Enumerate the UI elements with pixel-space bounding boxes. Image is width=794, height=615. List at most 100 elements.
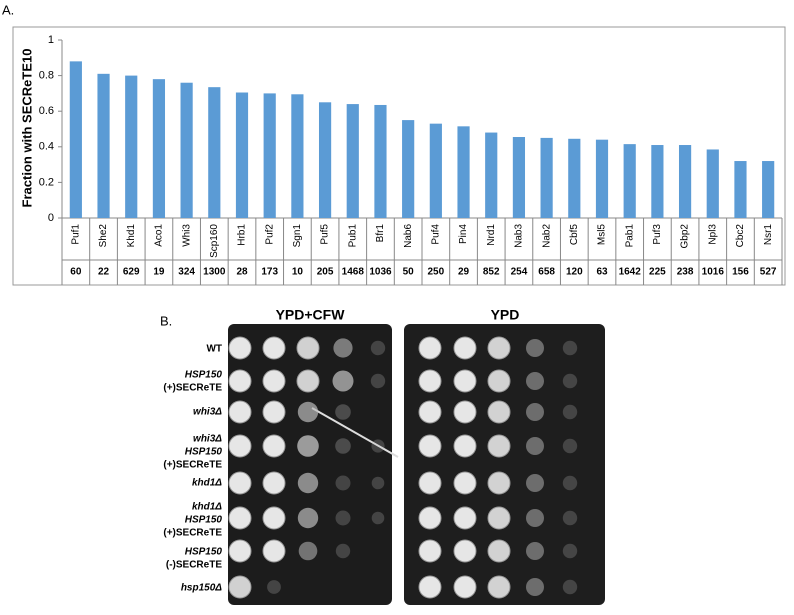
colony-spot [228,506,252,530]
colony-spot [335,404,351,420]
x-tick-label: Msl5 [597,224,608,246]
colony-spot [418,434,442,458]
count-label: 156 [732,267,749,278]
streak [311,407,399,458]
y-tick-label: 0.4 [39,141,54,153]
strain-label: whi3Δ [193,434,222,445]
colony-spot [228,400,252,424]
strain-label: (+)SECReTE [163,460,222,471]
colony-spot [297,472,319,494]
colony-spot [370,373,386,389]
count-label: 852 [483,267,500,278]
colony-spot [228,434,252,458]
colony-spot [526,474,544,492]
colony-spot [370,340,386,356]
colony-spot [453,471,477,495]
x-tick-label: Aco1 [154,224,165,247]
colony-spot [298,541,318,561]
x-tick-label: Nab2 [541,224,552,248]
x-tick-label: Hrb1 [237,224,248,246]
colony-spot [418,369,442,393]
colony-spot [487,471,511,495]
x-tick-label: Puf2 [264,224,275,245]
bar [69,61,82,218]
colony-spot [228,336,252,360]
colony-spot [335,438,351,454]
colony-spot [526,542,544,560]
count-label: 629 [123,267,140,278]
x-tick-label: Bfr1 [375,224,386,243]
x-tick-label: Whi3 [181,224,192,247]
y-tick-label: 1 [48,34,54,46]
count-label: 225 [649,267,666,278]
colony-spot [487,434,511,458]
bar [402,120,415,218]
x-tick-label: Puf1 [70,224,81,245]
bar [540,137,553,218]
y-tick-label: 0.2 [39,176,54,188]
strain-label: HSP150 [185,447,223,458]
strain-label: khd1Δ [192,502,222,513]
colony-spot [526,403,544,421]
plate-photo [404,324,605,605]
panel-label: B. [160,313,172,328]
count-label: 63 [596,267,608,278]
colony-spot [228,471,252,495]
count-label: 658 [538,267,555,278]
colony-spot [453,539,477,563]
colony-spot [562,373,578,389]
bar [125,75,138,218]
colony-spot [228,369,252,393]
bar [235,92,249,218]
colony-spot [332,370,354,392]
bar [568,138,581,218]
bar [734,161,747,218]
colony-spot [262,434,286,458]
colony-spot [262,471,286,495]
count-label: 1016 [702,267,725,278]
colony-spot [487,369,511,393]
bar [651,145,664,218]
x-tick-label: Nsr1 [763,224,774,246]
colony-spot [335,475,351,491]
spot-grid [228,336,578,599]
x-tick-label: Pub1 [347,224,358,248]
colony-spot [453,369,477,393]
bar [485,132,498,218]
x-tick-label: Cbc2 [735,224,746,248]
colony-spot [418,506,442,530]
colony-spot [418,539,442,563]
colony-spot [371,511,385,525]
x-tick-label: Gbp2 [680,224,691,249]
x-tick-label: Nrd1 [486,224,497,246]
bar [97,73,110,218]
colony-spot [453,434,477,458]
count-label: 19 [153,267,165,278]
x-tick-label: Puf3 [652,224,663,245]
colony-spot [562,404,578,420]
bar [180,82,193,218]
colony-spot [335,510,351,526]
count-label: 50 [403,267,415,278]
bar [623,144,636,218]
colony-spot [526,509,544,527]
strain-label: HSP150 [185,547,223,558]
bar [346,104,359,218]
count-label: 205 [317,267,334,278]
colony-spot [453,506,477,530]
count-label: 1468 [342,267,365,278]
colony-spot [526,372,544,390]
count-label: 324 [178,267,195,278]
colony-spot [262,369,286,393]
plate-title: YPD+CFW [276,307,346,323]
x-tick-label: Npl3 [707,224,718,245]
colony-spot [562,579,578,595]
colony-spot [297,507,319,529]
colony-spot [562,340,578,356]
count-label: 60 [70,267,82,278]
strain-label: (-)SECReTE [166,560,222,571]
colony-spot [453,400,477,424]
colony-spot [487,506,511,530]
count-label: 1642 [619,267,642,278]
bar [374,104,387,218]
